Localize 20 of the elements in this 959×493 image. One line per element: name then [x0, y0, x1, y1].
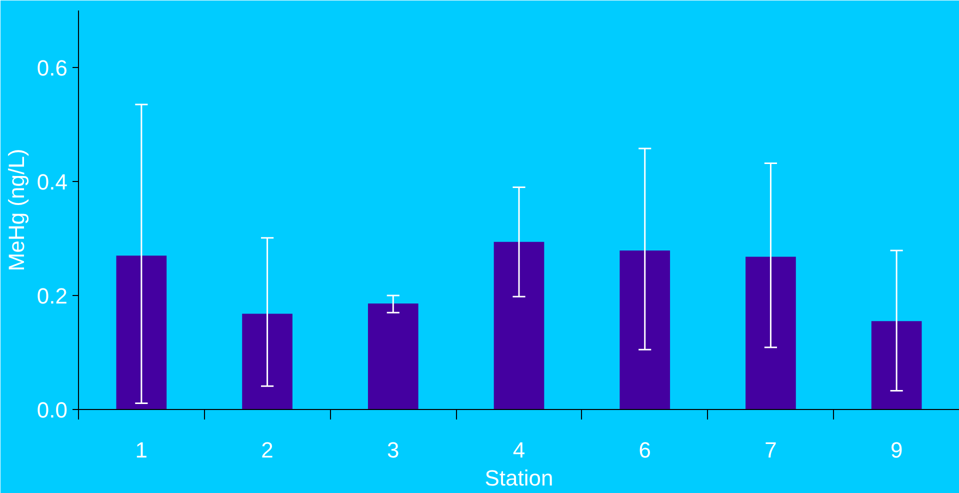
x-tick-label: 1	[135, 438, 148, 462]
x-tick-label: 4	[512, 438, 526, 462]
x-tick-label: 2	[261, 438, 274, 462]
x-tick-label: 3	[387, 438, 400, 462]
y-tick-label: 0.0	[36, 398, 68, 422]
y-tick-label: 0.6	[36, 56, 68, 80]
x-tick-label: 7	[764, 438, 777, 462]
x-tick-label: 9	[890, 438, 903, 462]
bar	[494, 242, 544, 410]
bar	[620, 250, 670, 410]
y-tick-label: 0.2	[36, 284, 68, 308]
bar	[871, 321, 922, 410]
bar	[368, 303, 418, 410]
y-tick-label: 0.4	[36, 170, 68, 194]
x-tick-label: 6	[638, 438, 651, 462]
x-axis-title: Station	[484, 466, 554, 490]
bar	[116, 256, 167, 410]
y-axis-title: MeHg (ng/L)	[4, 148, 29, 272]
bar	[746, 256, 796, 410]
bar	[242, 314, 292, 410]
